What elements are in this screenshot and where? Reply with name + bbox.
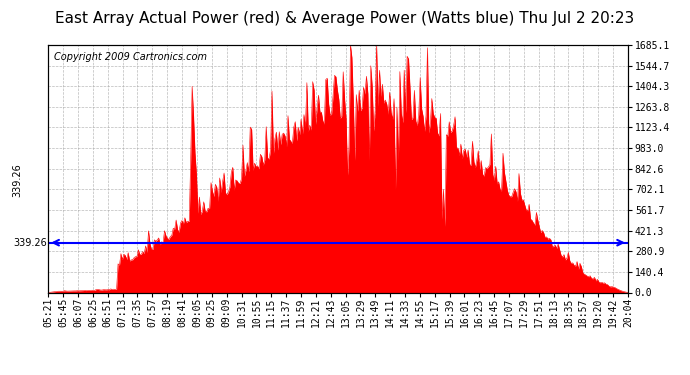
Text: 339.26: 339.26 [13,238,47,248]
Text: 339.26: 339.26 [12,163,22,197]
Text: East Array Actual Power (red) & Average Power (Watts blue) Thu Jul 2 20:23: East Array Actual Power (red) & Average … [55,11,635,26]
Text: Copyright 2009 Cartronics.com: Copyright 2009 Cartronics.com [54,53,207,62]
